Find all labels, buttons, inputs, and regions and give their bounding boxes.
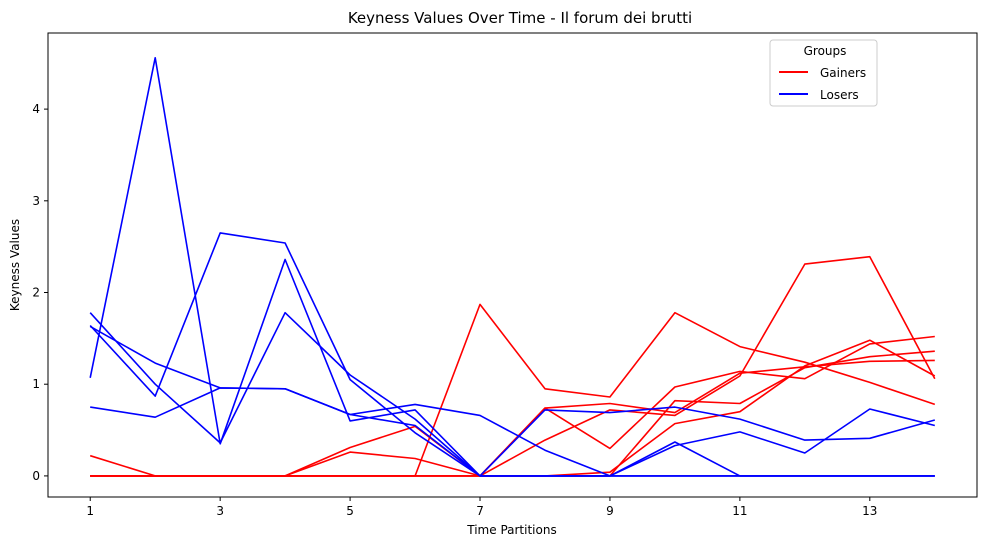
chart-title: Keyness Values Over Time - Il forum dei … [348,9,692,27]
gainers-series-line-2 [90,335,935,477]
y-tick-label: 2 [32,286,40,300]
plot-area [47,32,978,498]
y-axis-label: Keyness Values [8,219,22,311]
x-tick-label: 3 [216,504,224,518]
y-tick-label: 3 [32,194,40,208]
legend-box [769,39,878,107]
x-tick-label: 13 [862,504,877,518]
x-tick-label: 1 [86,504,94,518]
losers-series-line-10 [89,325,935,477]
legend: Groups Gainers Losers [769,39,878,107]
y-tick-label: 0 [32,469,40,483]
x-axis-label: Time Partitions [466,523,556,537]
x-tick-label: 7 [476,504,484,518]
losers-series-line-9 [89,311,936,477]
x-tick-label: 11 [732,504,747,518]
legend-losers-label: Losers [820,88,859,102]
y-tick-label: 4 [32,102,40,116]
y-tick-label: 1 [32,377,40,391]
losers-series-line-8 [90,387,935,477]
x-tick-label: 9 [606,504,614,518]
x-tick-label: 5 [346,504,354,518]
legend-title: Groups [804,44,847,58]
series-lines [89,56,936,477]
gainers-series-line-3 [90,339,936,477]
legend-gainers-label: Gainers [820,66,866,80]
losers-series-line-6 [89,56,935,477]
